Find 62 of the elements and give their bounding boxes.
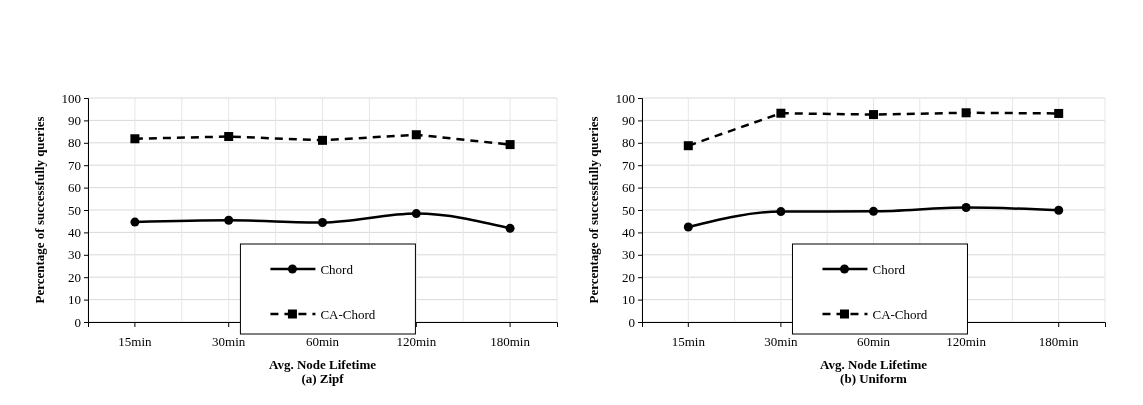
legend-label: CA-Chord <box>320 307 376 322</box>
y-tick-label: 30 <box>68 247 81 263</box>
x-tick-label: 30min <box>212 333 246 349</box>
y-tick-label: 80 <box>68 135 81 151</box>
y-tick-label: 70 <box>68 157 81 173</box>
point <box>411 209 421 219</box>
y-tick-label: 30 <box>622 247 635 263</box>
x-tick-label: 180min <box>490 333 531 349</box>
point <box>1054 205 1064 215</box>
x-tick-label: 15min <box>671 333 706 349</box>
x-axis-title: Avg. Node Lifetime <box>269 357 377 372</box>
x-tick-label: 180min <box>1038 333 1080 349</box>
y-tick-label: 20 <box>622 269 635 285</box>
y-tick-label: 50 <box>622 202 635 218</box>
point <box>776 207 786 217</box>
point <box>776 108 786 118</box>
y-tick-label: 100 <box>615 90 635 106</box>
y-tick-label: 90 <box>622 113 635 129</box>
y-tick-label: 80 <box>622 135 635 151</box>
point <box>318 135 327 145</box>
point <box>683 222 693 232</box>
point <box>683 141 693 151</box>
point <box>961 203 971 213</box>
y-tick-label: 60 <box>68 180 81 196</box>
y-tick-label: 0 <box>74 314 81 330</box>
legend-label: Chord <box>320 262 354 277</box>
point <box>318 218 327 228</box>
point <box>869 110 878 120</box>
y-tick-label: 10 <box>68 292 81 308</box>
point <box>869 206 878 216</box>
y-tick-label: 90 <box>68 113 81 129</box>
x-tick-label: 15min <box>118 333 153 349</box>
point <box>1054 108 1064 118</box>
y-tick-label: 70 <box>622 157 635 173</box>
point <box>130 217 140 227</box>
point <box>505 223 515 233</box>
x-tick-label: 60min <box>856 333 891 349</box>
text: (a) Zipf <box>301 371 345 386</box>
legend-label: Chord <box>872 262 906 277</box>
point <box>505 140 515 150</box>
y-tick-label: 20 <box>68 269 81 285</box>
y-tick-label: 10 <box>622 292 635 308</box>
y-tick-label: 40 <box>622 225 635 241</box>
x-tick-label: 120min <box>946 333 987 349</box>
y-tick-label: 50 <box>68 202 81 218</box>
y-axis-title: Percentage of successfully queries <box>586 116 601 304</box>
y-tick-label: 60 <box>622 180 635 196</box>
point <box>224 132 234 142</box>
y-tick-label: 100 <box>61 90 81 106</box>
y-tick-label: 40 <box>68 225 81 241</box>
point <box>224 215 234 225</box>
y-tick-label: 0 <box>628 314 635 330</box>
point <box>961 108 971 118</box>
point <box>130 134 140 144</box>
x-tick-label: 30min <box>764 333 799 349</box>
text: (b) Uniform <box>840 371 908 386</box>
point <box>411 130 421 140</box>
legend-label: CA-Chord <box>872 307 928 322</box>
x-tick-label: 120min <box>396 333 437 349</box>
x-axis-title: Avg. Node Lifetime <box>820 357 928 372</box>
y-axis-title: Percentage of successfully queries <box>32 116 47 304</box>
x-tick-label: 60min <box>305 333 340 349</box>
